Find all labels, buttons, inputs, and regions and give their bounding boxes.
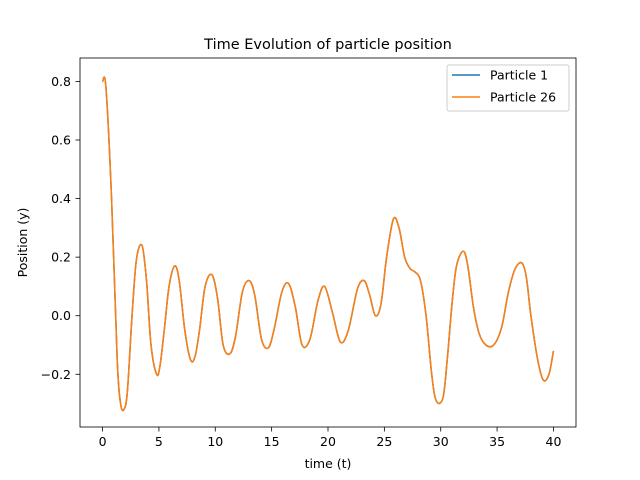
y-tick-label: 0.0 xyxy=(51,308,71,323)
series-layer xyxy=(101,76,555,412)
y-tick-label: 0.8 xyxy=(51,74,71,89)
legend: Particle 1 Particle 26 xyxy=(446,64,570,112)
x-tick-label: 25 xyxy=(376,434,392,449)
x-tick-label: 15 xyxy=(264,434,280,449)
x-tick-label: 35 xyxy=(489,434,505,449)
legend-label-particle-26: Particle 26 xyxy=(490,90,556,105)
x-tick-label: 40 xyxy=(546,434,562,449)
series-line-particle-26 xyxy=(101,76,555,412)
y-tick-label: 0.2 xyxy=(51,250,71,265)
y-tick-label: 0.6 xyxy=(51,133,71,148)
x-tick-label: 5 xyxy=(155,434,163,449)
x-tick-label: 0 xyxy=(99,434,107,449)
y-tick-label: −0.2 xyxy=(41,367,71,382)
y-axis-ticks: −0.2 0.0 0.2 0.4 0.6 0.8 xyxy=(41,74,80,382)
x-axis-label: time (t) xyxy=(305,456,352,471)
chart-title: Time Evolution of particle position xyxy=(203,37,452,53)
y-tick-label: 0.4 xyxy=(51,191,71,206)
legend-box xyxy=(446,64,570,112)
legend-label-particle-1: Particle 1 xyxy=(490,68,548,83)
y-axis-label: Position (y) xyxy=(15,208,30,278)
plot-area xyxy=(80,58,576,427)
x-axis-ticks: 0 5 10 15 20 25 30 35 40 xyxy=(99,427,562,449)
x-tick-label: 10 xyxy=(207,434,223,449)
x-tick-label: 20 xyxy=(320,434,336,449)
x-tick-label: 30 xyxy=(433,434,449,449)
